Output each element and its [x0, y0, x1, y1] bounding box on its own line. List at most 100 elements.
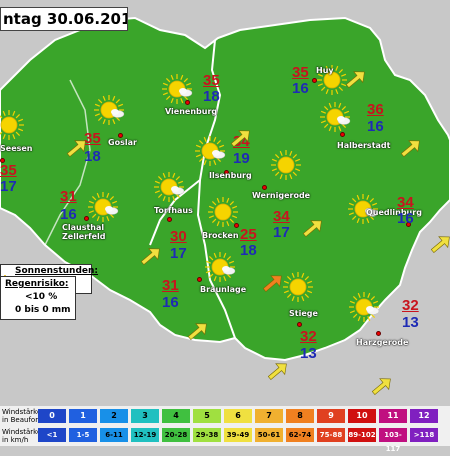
- sun-icon: [203, 250, 237, 288]
- beaufort-cell: 10: [348, 409, 376, 423]
- temp-max: 35: [292, 64, 309, 81]
- beaufort-cell: 11: [379, 409, 407, 423]
- temp-min: 17: [0, 178, 17, 195]
- beaufort-cell: 6: [224, 409, 252, 423]
- city-marker: [376, 331, 381, 336]
- city-label-wernigerode: Wernigerode: [252, 191, 311, 200]
- city-marker: [0, 158, 5, 163]
- temp-max: 34: [273, 208, 290, 225]
- city-label-stiege: Stiege: [289, 309, 318, 318]
- temp-max: 31: [60, 188, 77, 205]
- temp-max: 35: [203, 72, 220, 89]
- city-marker: [234, 223, 239, 228]
- city-label-harzgerode: Harzgerode: [356, 338, 409, 347]
- wind-arrow-icon: [302, 220, 322, 238]
- beaufort-cell: 0: [38, 409, 66, 423]
- temp-max: 25: [240, 226, 257, 243]
- beaufort-cell: 7: [255, 409, 283, 423]
- district-boundary: [149, 39, 236, 339]
- wind-legend: Windstärke in Beaufort Windstärke in km/…: [0, 406, 450, 453]
- sun-icon: [160, 72, 194, 110]
- beaufort-cell: 2: [100, 409, 128, 423]
- city-label-goslar: Goslar: [108, 138, 137, 147]
- temp-min: 17: [273, 224, 290, 241]
- temp-min: 19: [233, 150, 250, 167]
- temp-min: 16: [60, 206, 77, 223]
- city-label-huy: Huy: [316, 66, 334, 75]
- city-label-quedlinburg: Quedlinburg: [366, 208, 422, 217]
- wind-arrow-icon: [140, 248, 160, 266]
- wind-arrow-icon: [267, 363, 287, 381]
- temp-min: 16: [397, 210, 414, 227]
- sun-icon: [315, 63, 349, 101]
- temp-max: 36: [367, 101, 384, 118]
- kmh-cell: 6-11: [100, 428, 128, 442]
- city-marker: [312, 78, 317, 83]
- city-label-ilsenburg: Ilsenburg: [209, 171, 252, 180]
- sun-icon: [347, 290, 381, 328]
- city-label-clausthal-zellerfeld: Clausthal Zellerfeld: [62, 223, 106, 241]
- temp-min: 13: [300, 345, 317, 362]
- wind-arrow-icon: [262, 275, 282, 293]
- temp-min: 16: [367, 118, 384, 135]
- kmh-cell: 89-102: [348, 428, 376, 442]
- city-label-seesen: Seesen: [0, 144, 33, 153]
- city-label-vienenburg: Vienenburg: [165, 107, 218, 116]
- sun-icon: [0, 108, 26, 146]
- sun-icon: [346, 192, 380, 230]
- beaufort-cell: 4: [162, 409, 190, 423]
- temp-min: 18: [240, 242, 257, 259]
- district-boundary-west: [44, 79, 91, 246]
- temp-max: 35: [0, 162, 17, 179]
- kmh-cell: <1: [38, 428, 66, 442]
- sun-icon: [193, 134, 227, 172]
- city-marker: [197, 277, 202, 282]
- temp-max: 30: [170, 228, 187, 245]
- city-marker: [185, 100, 190, 105]
- kmh-cell: 20-28: [162, 428, 190, 442]
- temp-max: 32: [402, 297, 419, 314]
- wind-arrow-icon: [187, 323, 207, 341]
- rain-title: Regenrisiko:: [5, 279, 69, 289]
- kmh-cell: 1-5: [69, 428, 97, 442]
- city-marker: [262, 185, 267, 190]
- harz-region-map: [0, 16, 450, 362]
- city-marker: [167, 217, 172, 222]
- city-label-brocken: Brocken: [202, 231, 239, 240]
- city-marker: [406, 222, 411, 227]
- temp-max: 34: [397, 194, 414, 211]
- sun-icon: [206, 195, 240, 233]
- kmh-cell: 29-38: [193, 428, 221, 442]
- rain-amount: 0 bis 0 mm: [15, 305, 71, 315]
- sun-icon: [318, 100, 352, 138]
- rain-risk: Regenrisiko: <10 % 0 bis 0 mm: [0, 276, 76, 320]
- city-label-torfhaus: Torfhaus: [154, 206, 193, 215]
- beaufort-cell: 12: [410, 409, 438, 423]
- temp-min: 13: [402, 314, 419, 331]
- wind-arrow-icon: [371, 378, 391, 396]
- city-marker: [340, 132, 345, 137]
- beaufort-cell: 1: [69, 409, 97, 423]
- wind-arrow-icon: [66, 140, 86, 158]
- sun-icon: [152, 170, 186, 208]
- beaufort-cell: 3: [131, 409, 159, 423]
- temp-max: 31: [162, 277, 179, 294]
- beaufort-cell: 8: [286, 409, 314, 423]
- kmh-cell: 12-19: [131, 428, 159, 442]
- temp-max: 35: [84, 130, 101, 147]
- temp-max: 32: [300, 328, 317, 345]
- temp-min: 16: [162, 294, 179, 311]
- city-marker: [84, 216, 89, 221]
- kmh-cell: 103-117: [379, 428, 407, 453]
- city-marker: [224, 170, 229, 175]
- city-marker: [297, 322, 302, 327]
- beaufort-cell: 9: [317, 409, 345, 423]
- sun-icon: [86, 190, 120, 228]
- temp-min: 18: [203, 88, 220, 105]
- rain-probability: <10 %: [25, 292, 58, 302]
- temp-min: 18: [84, 148, 101, 165]
- city-label-braunlage: Braunlage: [200, 285, 247, 294]
- sun-icon: [269, 148, 303, 186]
- temp-min: 17: [170, 245, 187, 262]
- kmh-cell: 62-74: [286, 428, 314, 442]
